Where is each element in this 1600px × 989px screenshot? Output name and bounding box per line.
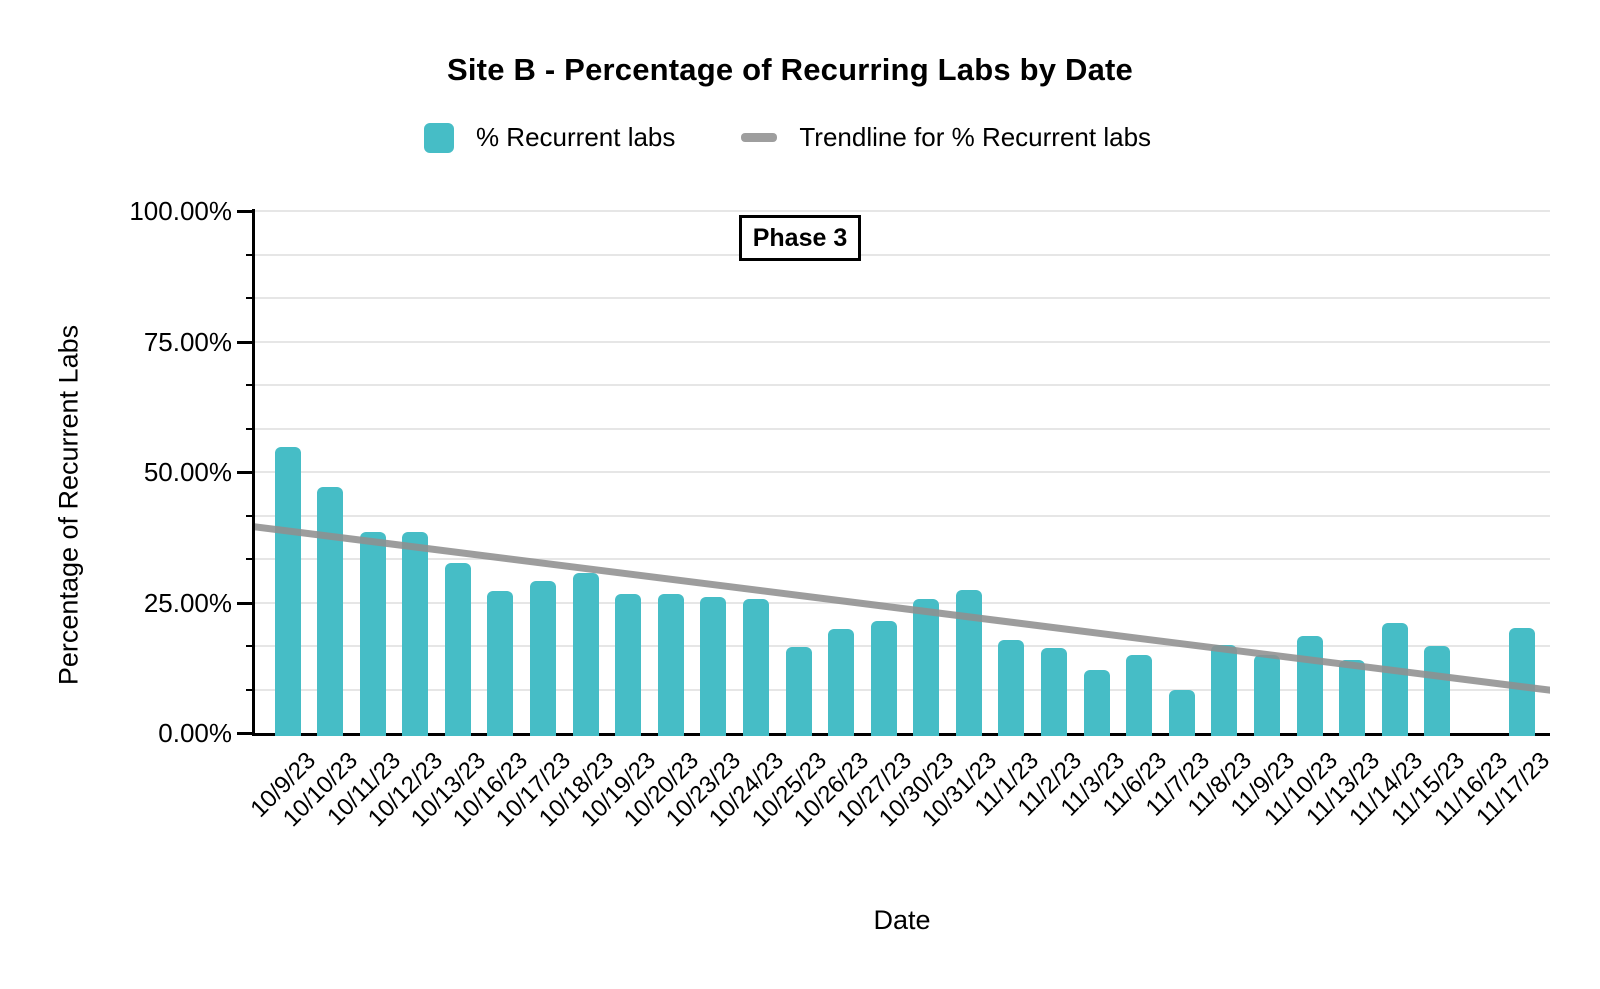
y-tick-label: 25.00% <box>143 587 232 618</box>
y-tick-label: 50.00% <box>143 457 232 487</box>
y-minor-tick <box>246 688 255 691</box>
y-gridline <box>255 297 1550 299</box>
trendline <box>255 523 1550 694</box>
legend-item-trendline: Trendline for % Recurrent labs <box>741 122 1151 153</box>
legend-item-recurrent-labs: % Recurrent labs <box>423 122 676 153</box>
x-axis-title: Date <box>873 905 931 935</box>
y-axis-title: Percentage of Recurrent Labs <box>53 324 84 686</box>
bar <box>870 620 897 736</box>
legend-label: % Recurrent labs <box>475 122 676 152</box>
y-gridline <box>255 688 1550 691</box>
y-gridline <box>255 253 1550 256</box>
x-axis-line <box>255 733 1550 736</box>
bar <box>1168 689 1195 736</box>
y-minor-tick <box>246 558 255 560</box>
bar <box>317 487 344 736</box>
y-minor-tick <box>246 297 255 299</box>
chart-title: Site B - Percentage of Recurring Labs by… <box>446 52 1133 87</box>
y-gridline <box>255 645 1550 647</box>
bar <box>444 562 471 736</box>
phase-annotation-label: Phase 3 <box>752 223 848 252</box>
y-gridline <box>255 514 1550 517</box>
bar <box>700 596 727 736</box>
y-minor-tick <box>246 427 255 430</box>
y-gridline <box>255 384 1550 386</box>
legend-label: Trendline for % Recurrent labs <box>799 122 1152 152</box>
phase-annotation: Phase 3 <box>739 215 861 261</box>
y-gridline <box>255 340 1550 343</box>
bar <box>1211 644 1238 736</box>
bar <box>487 591 514 736</box>
y-gridline <box>255 558 1550 560</box>
y-gridline <box>255 601 1550 604</box>
y-minor-tick <box>246 384 255 386</box>
y-major-tick <box>237 732 255 735</box>
y-major-tick <box>237 340 255 344</box>
y-major-tick <box>237 601 255 605</box>
bar-series-swatch-icon <box>423 122 454 153</box>
bar <box>530 581 557 736</box>
bar <box>1339 660 1366 736</box>
y-minor-tick <box>246 645 255 647</box>
y-tick-label: 100.00% <box>129 196 232 226</box>
y-tick-label: 0.00% <box>158 718 232 748</box>
y-axis-line <box>252 209 255 736</box>
y-minor-tick <box>246 514 255 517</box>
bar <box>1381 623 1408 736</box>
trendline-swatch-icon <box>741 133 778 142</box>
y-major-tick <box>237 210 255 213</box>
bar <box>402 532 429 736</box>
bar <box>1253 655 1280 736</box>
bar <box>615 594 642 736</box>
y-minor-tick <box>246 253 255 256</box>
bar <box>572 572 599 736</box>
bar <box>657 594 684 736</box>
bar <box>1424 646 1451 736</box>
bar <box>913 598 940 736</box>
bar <box>828 628 855 736</box>
y-tick-label: 75.00% <box>143 326 232 357</box>
y-major-tick <box>237 471 255 474</box>
y-gridline <box>255 210 1550 212</box>
bar <box>1509 628 1536 736</box>
legend: % Recurrent labs Trendline for % Recurre… <box>0 122 1575 153</box>
bar <box>1296 636 1323 736</box>
bar <box>785 646 812 736</box>
bar <box>998 639 1025 736</box>
bar <box>1083 670 1110 736</box>
bar <box>1041 648 1068 736</box>
y-gridline <box>255 427 1550 430</box>
bar <box>274 447 301 736</box>
bar <box>742 599 769 736</box>
bar <box>1126 655 1153 736</box>
y-gridline <box>255 471 1550 473</box>
bar <box>359 532 386 736</box>
